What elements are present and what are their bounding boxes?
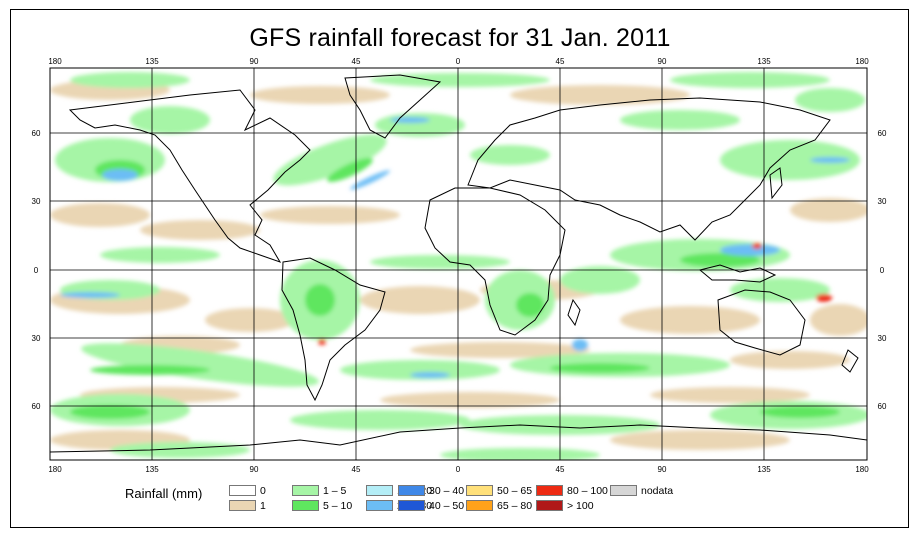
legend-label-0: 0 [260,485,266,497]
rain-80-100mm-areas [318,243,832,345]
page-title: GFS rainfall forecast for 31 Jan. 2011 [249,24,671,52]
legend-label-10: 80 – 100 [567,485,608,497]
legend-swatch-10 [536,485,563,496]
south-america-outline [281,257,386,402]
lon-tick-top: 45 [556,57,565,66]
legend-swatch-11 [536,500,563,511]
legend-swatch-9 [466,500,493,511]
lon-tick-top: 135 [145,57,159,66]
legend-title: Rainfall (mm) [125,486,203,501]
map-border [49,67,868,461]
africa-outline [424,187,566,336]
lon-tick-bottom: 135 [145,465,159,474]
coastlines [50,74,867,453]
greenland-outline [344,74,442,139]
legend-swatch-1 [229,500,256,511]
lat-tick-right: 30 [878,197,887,206]
lon-tick-top: 45 [352,57,361,66]
figure-frame [10,9,909,528]
lat-tick-right: 30 [878,334,887,343]
lon-tick-top: 90 [658,57,667,66]
legend-label-8: 50 – 65 [497,485,533,497]
lat-tick-left: 30 [32,197,41,206]
legend-swatch-0 [229,485,256,496]
lon-tick-bottom: 90 [250,465,259,474]
legend-label-1: 1 [260,500,266,512]
legend-swatch-12 [610,485,637,496]
japan-outline [769,167,783,200]
legend-label-6: 30 – 40 [429,485,465,497]
lat-tick-right: 60 [878,129,887,138]
north-america-outline [68,89,311,263]
legend-swatch-7 [398,500,425,511]
lat-tick-left: 30 [32,334,41,343]
lon-tick-bottom: 45 [556,465,565,474]
lon-tick-bottom: 135 [757,465,771,474]
lon-tick-top: 180 [855,57,869,66]
legend-label-12: nodata [641,485,674,497]
legend-label-7: 40 – 50 [429,500,465,512]
lat-tick-right: 60 [878,402,887,411]
legend-label-2: 1 – 5 [323,485,347,497]
lon-tick-top: 90 [250,57,259,66]
rainfall-field [50,72,867,460]
legend-swatch-3 [292,500,319,511]
lon-tick-top: 0 [456,57,461,66]
legend-label-3: 5 – 10 [323,500,353,512]
lon-tick-bottom: 90 [658,465,667,474]
lat-tick-left: 60 [32,129,41,138]
madagascar-outline [567,298,581,327]
new-zealand-outline [841,349,859,373]
lat-tick-left: 0 [34,266,39,275]
lat-tick-left: 60 [32,402,41,411]
legend-swatch-8 [466,485,493,496]
legend-swatch-5 [366,500,393,511]
tick-labels: 180 135 90 45 0 45 90 135 180 180 135 90… [32,57,887,474]
lon-tick-bottom: 180 [855,465,869,474]
legend-swatch-4 [366,485,393,496]
legend-label-9: 65 – 80 [497,500,533,512]
lon-tick-bottom: 0 [456,465,461,474]
lon-tick-top: 180 [48,57,62,66]
indonesia-outline [698,264,777,283]
legend-swatch-2 [292,485,319,496]
lon-tick-top: 135 [757,57,771,66]
antarctica-outline [50,424,867,453]
lon-tick-bottom: 45 [352,465,361,474]
rain-10-30mm-areas [60,117,850,378]
lat-tick-right: 0 [880,266,885,275]
legend-label-11: > 100 [567,500,594,512]
graticule [50,68,867,460]
lon-tick-bottom: 180 [48,465,62,474]
legend-swatch-6 [398,485,425,496]
